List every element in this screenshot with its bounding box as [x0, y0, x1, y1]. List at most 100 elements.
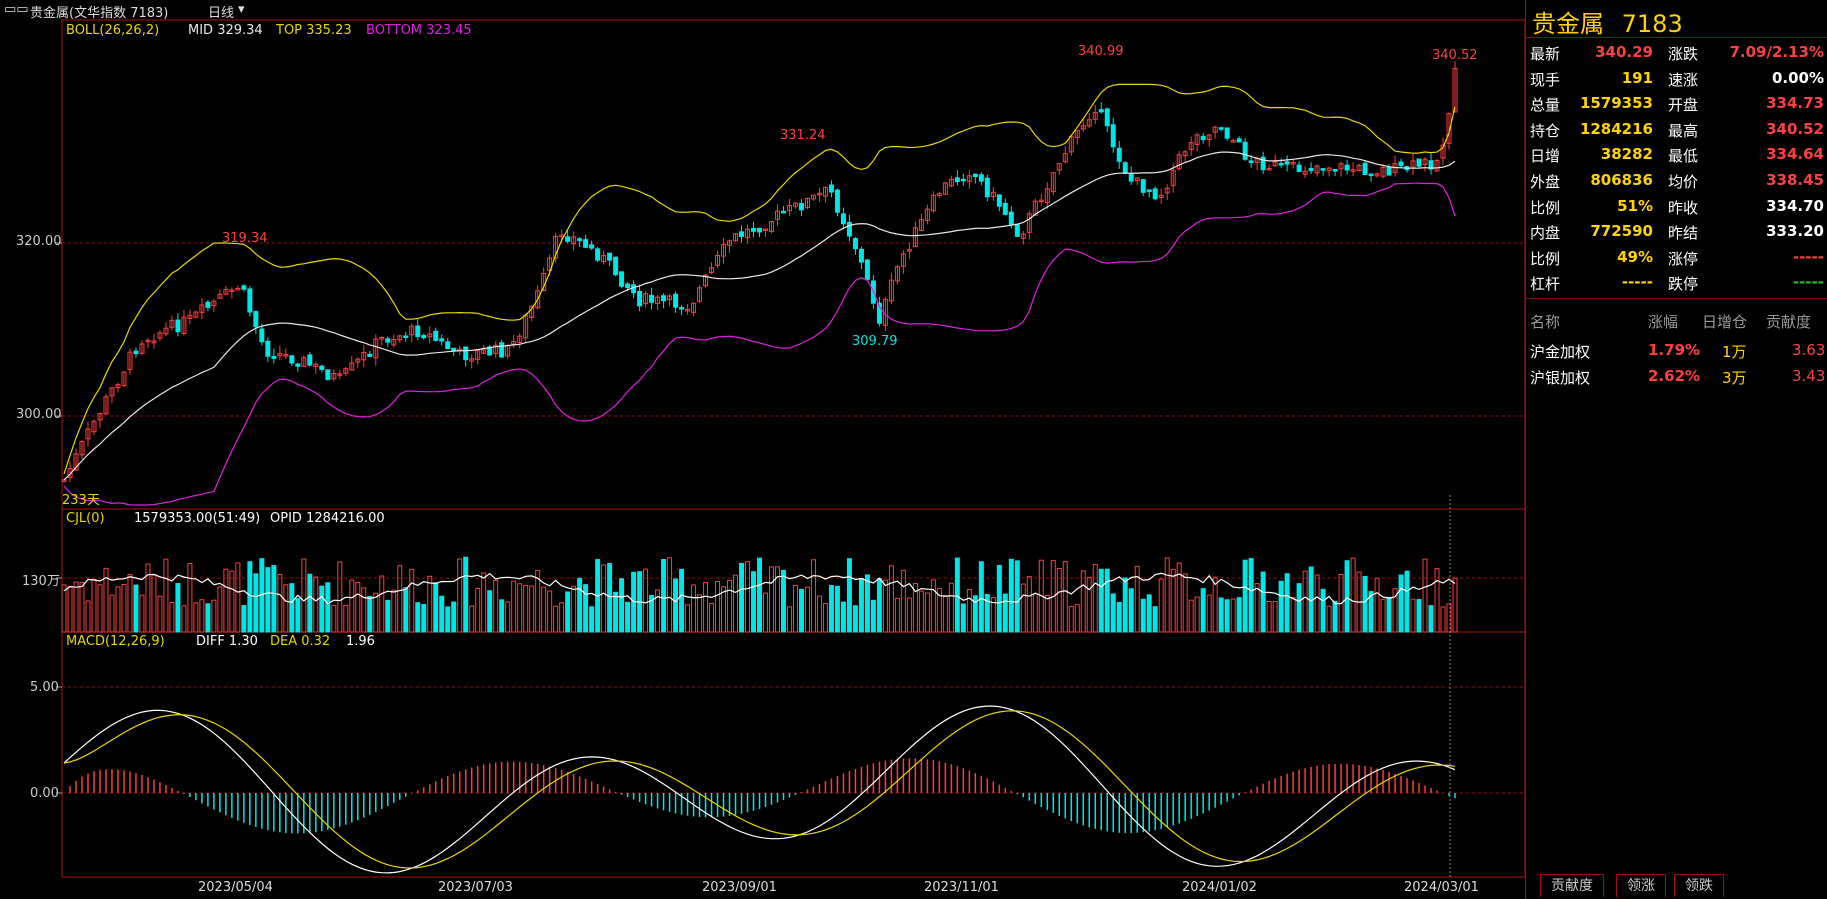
candle-body	[1362, 162, 1368, 175]
volume-bar	[157, 595, 163, 633]
col-header-change[interactable]: 涨幅	[1648, 313, 1679, 331]
candle-body	[415, 325, 421, 338]
candle-body	[1332, 168, 1338, 172]
row-contrib: 3.63	[1792, 341, 1826, 359]
quote-value: 7.09/2.13%	[1729, 43, 1824, 61]
volume-bar	[211, 599, 217, 633]
volume-bar	[1398, 574, 1404, 633]
candle-body	[828, 184, 834, 193]
candle-body	[1200, 135, 1206, 140]
candle-body	[751, 228, 757, 232]
days-count: 233天	[62, 493, 100, 508]
volume-bar	[1218, 597, 1224, 633]
volume-bar	[163, 558, 169, 633]
macd-label[interactable]: MACD(12,26,9)	[66, 634, 165, 649]
chart-area[interactable]	[0, 0, 1525, 899]
period-selector[interactable]: 日线	[208, 6, 235, 21]
volume-bar	[757, 557, 762, 633]
volume-bar	[1242, 559, 1248, 633]
candle-body	[163, 327, 169, 335]
table-row[interactable]: 沪银加权 2.62% 3万 3.43	[1526, 364, 1827, 389]
candle-body	[727, 240, 733, 246]
candle-body	[331, 372, 337, 380]
candle-body	[966, 175, 972, 182]
tab-leading-up[interactable]: 领涨	[1616, 874, 1666, 897]
volume-bar	[571, 585, 577, 633]
quote-label: 昨结	[1668, 224, 1699, 243]
y-tick-macd-0: 0.00	[30, 786, 59, 801]
candle-body	[1212, 126, 1218, 133]
cjl-label[interactable]: CJL(0)	[66, 511, 105, 526]
candle-body	[906, 249, 912, 252]
candle-body	[91, 420, 97, 433]
chevron-down-icon[interactable]: ▾	[238, 2, 245, 17]
x-date-3: 2023/09/01	[702, 880, 777, 895]
volume-bar	[876, 578, 882, 633]
volume-bar	[1128, 588, 1134, 633]
quote-panel: 贵金属 7183 最新 340.29 涨跌 7.09/2.13% 现手 191 速涨 0.00…	[1525, 0, 1827, 899]
volume-bar	[846, 558, 852, 633]
candle-body	[67, 467, 73, 478]
volume-bar	[1374, 577, 1380, 633]
volume-bar	[906, 597, 912, 633]
candle-body	[313, 363, 319, 368]
col-header-contrib[interactable]: 贡献度	[1766, 313, 1812, 331]
tab-contribution[interactable]: 贡献度	[1540, 874, 1604, 897]
volume-bar	[691, 584, 697, 633]
panel-instrument-name: 贵金属	[1532, 10, 1604, 38]
window-icon[interactable]: ▭▭	[4, 2, 29, 17]
volume-bar	[1350, 557, 1356, 633]
volume-bar	[103, 567, 109, 633]
col-header-name[interactable]: 名称	[1530, 313, 1561, 331]
volume-bar	[673, 578, 679, 633]
candle-body	[367, 353, 373, 357]
volume-bar	[427, 575, 433, 633]
volume-bar	[1008, 558, 1014, 633]
volume-bar	[325, 582, 331, 633]
volume-bar	[589, 606, 595, 633]
volume-bar	[223, 568, 229, 633]
boll-top-line	[63, 83, 1456, 475]
panel-instrument-code: 7183	[1621, 10, 1683, 38]
candle-body	[517, 335, 523, 343]
candle-body	[169, 319, 175, 328]
candle-body	[253, 311, 259, 328]
volume-bar	[679, 568, 685, 633]
row-change: 1.79%	[1648, 341, 1701, 359]
candle-body	[475, 350, 481, 360]
quote-row: 外盘 806836 均价 338.45	[1526, 168, 1827, 193]
tab-leading-down[interactable]: 领跌	[1674, 874, 1724, 897]
volume-bar	[295, 598, 301, 633]
candle-body	[1290, 162, 1296, 165]
quote-value: 772590	[1590, 222, 1653, 241]
candle-body	[1038, 199, 1044, 203]
col-header-inc[interactable]: 日增仓	[1702, 313, 1748, 331]
candle-body	[355, 358, 361, 363]
boll-label[interactable]: BOLL(26,26,2)	[66, 23, 160, 38]
volume-bar	[313, 576, 319, 633]
candle-body	[1278, 162, 1284, 166]
x-date-2: 2023/07/03	[438, 880, 513, 895]
candle-body	[79, 440, 85, 456]
row-name: 沪银加权	[1530, 369, 1591, 387]
quote-row: 比例 49% 涨停 -----	[1526, 245, 1827, 270]
candle-body	[205, 301, 211, 308]
annotation-last-high: 340.52	[1432, 48, 1478, 63]
candle-body	[499, 342, 505, 358]
candle-body	[1296, 164, 1302, 172]
volume-bar	[613, 591, 619, 633]
volume-bar	[930, 579, 936, 633]
volume-bar	[91, 578, 97, 633]
candle-body	[1206, 134, 1212, 140]
quote-value: 334.73	[1766, 94, 1824, 113]
candle-body	[391, 338, 397, 346]
candle-body	[762, 228, 768, 232]
candle-body	[1272, 161, 1278, 167]
volume-bar	[1176, 562, 1182, 633]
table-row[interactable]: 沪金加权 1.79% 1万 3.63	[1526, 338, 1827, 363]
annotation-high: 340.99	[1078, 44, 1124, 59]
volume-bar	[1188, 599, 1194, 633]
quote-label: 比例	[1530, 198, 1561, 217]
volume-bar	[1320, 588, 1326, 633]
candle-body	[145, 339, 151, 343]
